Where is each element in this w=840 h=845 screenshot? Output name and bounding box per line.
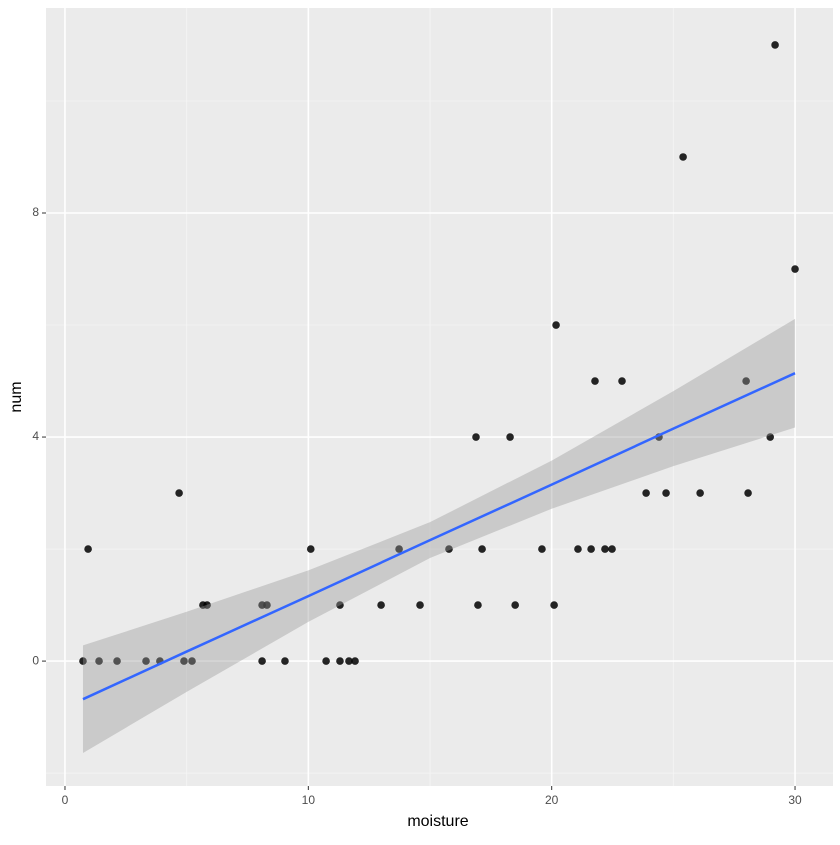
point	[113, 657, 121, 665]
point	[662, 489, 670, 497]
point	[95, 657, 103, 665]
point	[538, 545, 546, 553]
point	[351, 657, 359, 665]
x-tick-label: 10	[302, 793, 316, 807]
point	[601, 545, 609, 553]
point	[771, 41, 779, 49]
point	[696, 489, 704, 497]
point	[322, 657, 330, 665]
point	[175, 489, 183, 497]
point	[345, 657, 353, 665]
point	[336, 601, 344, 609]
point	[263, 601, 271, 609]
point	[506, 433, 514, 441]
y-tick-label: 4	[32, 429, 39, 443]
point	[574, 545, 582, 553]
point	[474, 601, 482, 609]
y-tick-label: 0	[32, 653, 39, 667]
x-tick-label: 20	[545, 793, 559, 807]
point	[550, 601, 558, 609]
point	[552, 321, 560, 329]
point	[791, 265, 799, 273]
point	[608, 545, 616, 553]
x-tick-label: 30	[788, 793, 802, 807]
point	[591, 377, 599, 385]
point	[377, 601, 385, 609]
point	[188, 657, 196, 665]
point	[203, 601, 211, 609]
point	[180, 657, 188, 665]
point	[336, 657, 344, 665]
point	[306, 545, 315, 553]
point	[679, 153, 687, 161]
point	[281, 657, 289, 665]
point	[445, 545, 453, 553]
point	[79, 657, 87, 665]
point	[511, 601, 519, 609]
point	[472, 433, 480, 441]
point	[84, 545, 92, 553]
fit-line	[82, 372, 796, 701]
point	[587, 545, 595, 553]
point	[416, 601, 424, 609]
y-tick-label: 8	[32, 205, 39, 219]
point	[618, 377, 626, 385]
point	[742, 377, 750, 385]
point	[744, 489, 752, 497]
point	[258, 657, 266, 665]
point	[395, 545, 403, 553]
point	[142, 657, 150, 665]
x-tick-label: 0	[62, 793, 69, 807]
x-axis-title: moisture	[407, 813, 468, 830]
y-axis-title: num	[8, 381, 25, 412]
point	[766, 433, 775, 441]
point	[642, 489, 650, 497]
point	[478, 545, 486, 553]
